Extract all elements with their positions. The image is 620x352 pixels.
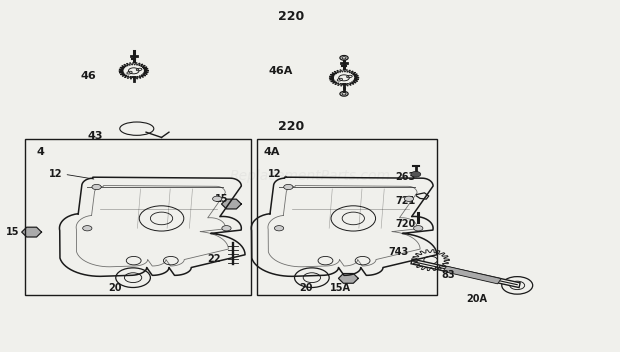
Text: 12: 12 (268, 169, 281, 179)
Text: 20: 20 (299, 283, 313, 293)
Circle shape (213, 196, 222, 201)
Text: 46A: 46A (268, 66, 293, 76)
Circle shape (284, 184, 293, 190)
Circle shape (414, 226, 423, 231)
Polygon shape (221, 199, 241, 209)
Text: 4: 4 (37, 147, 45, 157)
Text: 22: 22 (207, 254, 220, 264)
Bar (25, 139, 251, 295)
Text: 12: 12 (49, 169, 63, 179)
Text: 15: 15 (215, 194, 228, 204)
Bar (443, 266, 501, 284)
Circle shape (82, 226, 92, 231)
Circle shape (222, 226, 231, 231)
Text: 220: 220 (278, 120, 304, 133)
Text: 15A: 15A (330, 283, 351, 293)
Circle shape (275, 226, 284, 231)
Text: 43: 43 (87, 131, 103, 141)
Text: 46: 46 (81, 71, 97, 81)
Text: 4A: 4A (264, 147, 280, 157)
Polygon shape (339, 274, 358, 283)
Polygon shape (22, 227, 42, 237)
Text: 20A: 20A (466, 294, 487, 304)
Bar (257, 139, 437, 295)
Text: 15: 15 (6, 227, 19, 237)
Text: ReplacementParts.com: ReplacementParts.com (229, 169, 391, 183)
Text: 743: 743 (389, 247, 409, 257)
Text: 263: 263 (395, 172, 415, 182)
Text: 83: 83 (441, 270, 455, 280)
Circle shape (411, 171, 421, 177)
Circle shape (404, 196, 414, 201)
Circle shape (92, 184, 101, 190)
Text: 720: 720 (395, 219, 415, 229)
Text: 721: 721 (395, 196, 415, 206)
Text: 220: 220 (278, 10, 304, 23)
Text: 20: 20 (108, 283, 122, 293)
